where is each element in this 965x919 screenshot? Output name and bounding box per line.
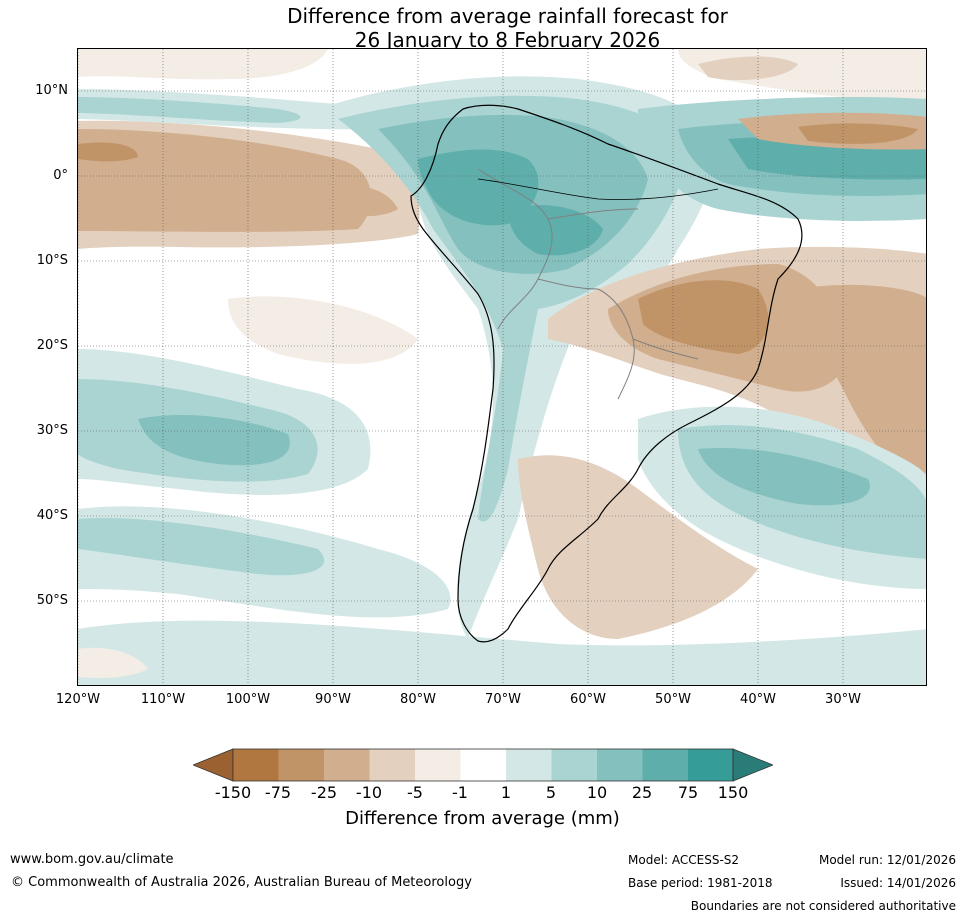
- issued-date: Issued: 14/01/2026: [840, 876, 956, 890]
- colorbar-outline: [232, 748, 734, 782]
- model-name: Model: ACCESS-S2: [628, 853, 740, 867]
- colorbar-swatch: [278, 749, 324, 781]
- colorbar: [193, 748, 773, 782]
- colorbar-tick: 25: [631, 783, 653, 802]
- anomaly-region-below: [798, 123, 918, 144]
- anomaly-region-above: [418, 149, 539, 226]
- colorbar-tick: -150: [214, 783, 252, 802]
- colorbar-swatch: [688, 749, 733, 781]
- colorbar-tick: -25: [310, 783, 338, 802]
- lon-label-100w: 100°W: [225, 692, 271, 707]
- lat-label-50s: 50°S: [36, 593, 68, 608]
- model-run-date: Model run: 12/01/2026: [818, 853, 956, 867]
- colorbar-swatch: [369, 749, 415, 781]
- colorbar-tick: -5: [407, 783, 423, 802]
- lat-label-10n: 10°N: [35, 83, 68, 98]
- anomaly-region-below: [698, 56, 798, 81]
- anomaly-region-above: [508, 205, 603, 256]
- anomaly-region-below: [798, 284, 926, 489]
- colorbar-swatch: [551, 749, 597, 781]
- colorbar-tick: -75: [264, 783, 292, 802]
- disclaimer: Boundaries are not considered authoritat…: [690, 899, 956, 913]
- lon-label-120w: 120°W: [55, 692, 101, 707]
- colorbar-tick: -10: [355, 783, 383, 802]
- coastline: [410, 104, 803, 643]
- copyright-text: © Commonwealth of Australia 2026, Austra…: [11, 875, 472, 890]
- colorbar-extend-above: [732, 748, 773, 782]
- colorbar-extend-below: [193, 748, 234, 782]
- colorbar-tick: 5: [545, 783, 557, 802]
- lon-label-30w: 30°W: [825, 692, 861, 707]
- chart-title: Difference from average rainfall forecas…: [0, 4, 965, 52]
- title-line-1: Difference from average rainfall forecas…: [287, 4, 728, 28]
- lat-label-30s: 30°S: [36, 423, 68, 438]
- colorbar-tick: -1: [452, 783, 468, 802]
- rainfall-map[interactable]: [77, 48, 927, 686]
- anomaly-region-below: [518, 455, 758, 639]
- colorbar-swatch: [642, 749, 688, 781]
- anomaly-region-below: [78, 647, 148, 679]
- lon-label-40w: 40°W: [740, 692, 776, 707]
- base-period: Base period: 1981-2018: [628, 876, 773, 890]
- anomaly-region-above: [698, 448, 870, 506]
- lat-label-40s: 40°S: [36, 508, 68, 523]
- map-canvas: [78, 49, 926, 685]
- colorbar-swatch: [233, 749, 279, 781]
- anomaly-region-below: [228, 296, 418, 364]
- lon-label-60w: 60°W: [570, 692, 606, 707]
- lat-label-20s: 20°S: [36, 338, 68, 353]
- lat-label-0: 0°: [53, 168, 68, 183]
- anomaly-region-below: [318, 185, 398, 217]
- country-border: [477, 168, 699, 400]
- anomaly-region-above: [78, 97, 301, 123]
- colorbar-swatch: [506, 749, 552, 781]
- colorbar-tick: 1: [500, 783, 512, 802]
- colorbar-label: Difference from average (mm): [345, 808, 620, 829]
- colorbar-swatch: [597, 749, 643, 781]
- river: [477, 178, 719, 200]
- anomaly-region-above: [78, 620, 926, 685]
- graticule: [78, 49, 926, 685]
- colorbar-tick: 10: [586, 783, 608, 802]
- lon-label-110w: 110°W: [140, 692, 186, 707]
- lon-label-70w: 70°W: [485, 692, 521, 707]
- anomaly-region-below: [78, 49, 328, 80]
- lon-label-80w: 80°W: [400, 692, 436, 707]
- anomaly-region-below: [78, 142, 138, 162]
- lon-label-90w: 90°W: [315, 692, 351, 707]
- colorbar-swatch: [415, 749, 461, 781]
- website-link[interactable]: www.bom.gov.au/climate: [10, 852, 174, 867]
- anomaly-region-below: [78, 129, 372, 232]
- colorbar-swatch: [460, 749, 506, 781]
- lat-label-10s: 10°S: [36, 253, 68, 268]
- anomaly-region-below: [638, 280, 769, 354]
- anomaly-region-above: [138, 414, 290, 466]
- anomaly-region-above: [78, 518, 325, 576]
- colorbar-tick: 75: [677, 783, 699, 802]
- lon-label-50w: 50°W: [655, 692, 691, 707]
- colorbar-swatch: [324, 749, 370, 781]
- colorbar-tick: 150: [717, 783, 749, 802]
